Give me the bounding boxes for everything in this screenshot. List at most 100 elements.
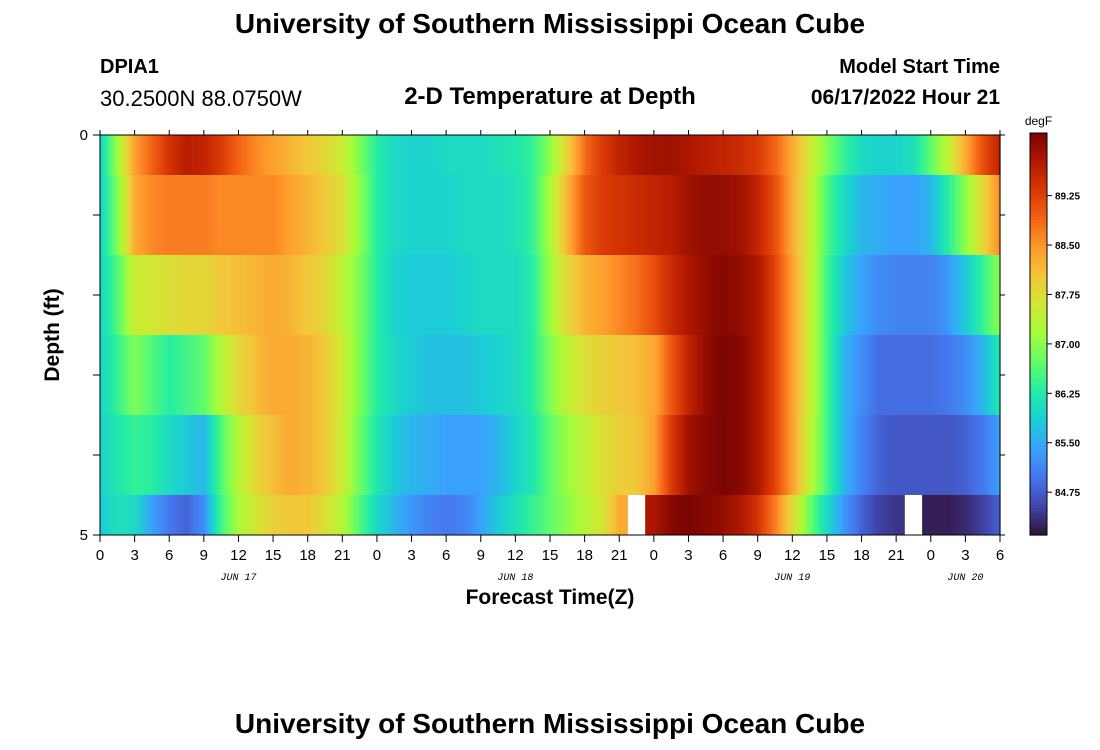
colorbar-segment: [1030, 471, 1047, 476]
heatmap-cell: [832, 495, 835, 536]
heatmap-cell: [556, 415, 560, 496]
heatmap-cell: [380, 335, 383, 416]
heatmap-cell: [262, 335, 266, 416]
heatmap-cell: [653, 335, 657, 416]
heatmap-cell: [562, 335, 565, 416]
heatmap-cell: [285, 335, 288, 416]
heatmap-cell: [996, 175, 999, 256]
heatmap-cell: [775, 135, 778, 176]
heatmap-cell: [723, 175, 726, 256]
colorbar-segment: [1030, 404, 1047, 409]
heatmap-cell: [970, 175, 973, 256]
heatmap-cell: [669, 135, 672, 176]
model-start-value: 06/17/2022 Hour 21: [810, 86, 1000, 109]
heatmap-cell: [344, 135, 347, 176]
heatmap-cell: [837, 335, 840, 416]
heatmap-cell: [169, 255, 172, 336]
heatmap-cell: [492, 415, 496, 496]
heatmap-cell: [460, 495, 463, 536]
heatmap-cell: [896, 495, 899, 536]
heatmap-cell: [698, 175, 702, 256]
heatmap-cell: [776, 495, 780, 536]
heatmap-cell: [385, 175, 388, 256]
heatmap-cell: [245, 415, 248, 496]
heatmap-cell: [492, 255, 496, 336]
heatmap-cell: [773, 415, 776, 496]
heatmap-cell: [361, 175, 364, 256]
heatmap-cell: [293, 335, 297, 416]
heatmap-cell: [520, 495, 523, 536]
heatmap-cell: [998, 135, 1001, 176]
heatmap-cell: [143, 495, 146, 536]
heatmap-cell: [835, 335, 838, 416]
heatmap-cell: [927, 495, 930, 536]
heatmap-cell: [556, 335, 560, 416]
heatmap-cell: [932, 175, 935, 256]
heatmap-cell: [210, 175, 214, 256]
heatmap-cell: [475, 175, 478, 256]
heatmap-cell: [541, 495, 544, 536]
colorbar-segment: [1030, 169, 1047, 174]
heatmap-cell: [475, 255, 478, 336]
heatmap-cell: [440, 175, 444, 256]
heatmap-cell: [309, 335, 312, 416]
heatmap-cell: [787, 135, 790, 176]
heatmap-cell: [247, 255, 250, 336]
colorbar-segment: [1030, 334, 1047, 338]
heatmap-cell: [610, 335, 613, 416]
heatmap-cell: [908, 415, 911, 496]
heatmap-cell: [645, 495, 648, 536]
heatmap-cell: [963, 495, 966, 536]
heatmap-cell: [693, 415, 696, 496]
heatmap-cell: [496, 135, 499, 176]
colorbar-segment: [1030, 417, 1047, 422]
heatmap-cell: [499, 175, 503, 256]
heatmap-cell: [501, 255, 504, 336]
heatmap-cell: [863, 135, 866, 176]
heatmap-cell: [591, 175, 594, 256]
heatmap-cell: [508, 495, 511, 536]
heatmap-cell: [139, 335, 143, 416]
heatmap-cell: [151, 335, 155, 416]
heatmap-cell: [447, 415, 451, 496]
heatmap-cell: [622, 495, 626, 536]
heatmap-cell: [530, 135, 534, 176]
heatmap-cell: [505, 495, 508, 536]
heatmap-cell: [636, 255, 639, 336]
heatmap-cell: [461, 335, 465, 416]
heatmap-cell: [440, 495, 444, 536]
heatmap-cell: [941, 175, 944, 256]
heatmap-cell: [337, 175, 340, 256]
colorbar-segment: [1030, 504, 1047, 509]
colorbar-segment: [1030, 518, 1047, 523]
heatmap-cell: [506, 335, 510, 416]
heatmap-cell: [243, 415, 246, 496]
heatmap-cell: [240, 175, 243, 256]
heatmap-cell: [665, 495, 669, 536]
heatmap-cell: [160, 175, 163, 256]
heatmap-cell: [892, 335, 896, 416]
heatmap-cell: [368, 495, 371, 536]
heatmap-cell: [134, 415, 137, 496]
heatmap-cell: [376, 495, 380, 536]
heatmap-cell: [607, 495, 610, 536]
heatmap-cell: [387, 335, 390, 416]
heatmap-cell: [444, 495, 447, 536]
heatmap-cell: [710, 495, 714, 536]
heatmap-cell: [176, 175, 179, 256]
heatmap-cell: [923, 255, 927, 336]
heatmap-cell: [638, 135, 641, 176]
heatmap-cell: [949, 175, 953, 256]
heatmap-cell: [203, 255, 207, 336]
heatmap-cell: [489, 175, 492, 256]
heatmap-cell: [186, 495, 189, 536]
heatmap-cell: [376, 135, 380, 176]
heatmap-cell: [193, 415, 196, 496]
heatmap-cell: [920, 415, 923, 496]
heatmap-cell: [195, 255, 198, 336]
heatmap-cell: [608, 175, 612, 256]
heatmap-cell: [371, 415, 375, 496]
heatmap-cell: [376, 415, 380, 496]
heatmap-cell: [762, 175, 766, 256]
